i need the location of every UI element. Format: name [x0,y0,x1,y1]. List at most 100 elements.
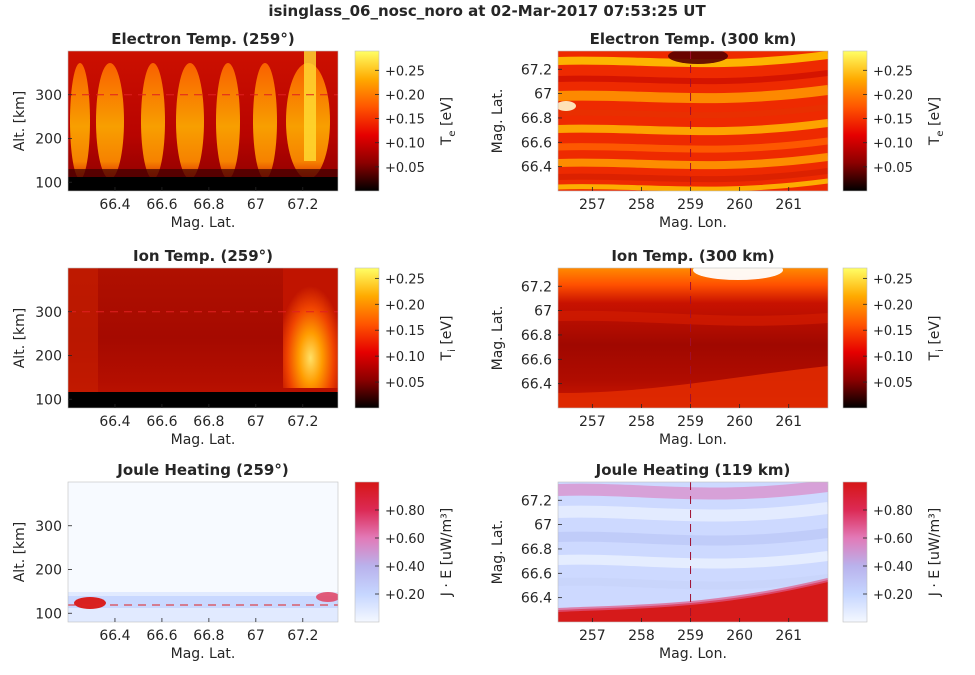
y-tick-label: 100 [35,175,62,191]
x-tick-label: 259 [677,197,704,213]
x-tick-label: 260 [726,628,753,644]
axes-frame [557,50,829,192]
y-tick-label: 67.2 [521,279,552,295]
panel-title: Joule Heating (259°) [116,461,288,479]
colorbar-tick-label: +0.05 [873,161,913,176]
colorbar-label: J · E [uW/m³] [927,508,943,597]
colorbar-tick-label: +0.10 [873,350,913,365]
y-tick-label: 67 [534,518,552,534]
x-tick-label: 257 [579,628,606,644]
x-tick-label: 66.8 [193,628,224,644]
colorbar-tick-label: +0.20 [385,88,425,103]
x-tick-label: 66.8 [193,414,224,430]
x-axis-label: Mag. Lon. [659,432,727,448]
x-tick-label: 67.2 [287,628,318,644]
panel-title: Electron Temp. (300 km) [590,30,797,48]
colorbar-tick-label: +0.20 [385,588,425,603]
y-tick-label: 67 [534,304,552,320]
panel-p2: Electron Temp. (300 km) 257 258 259 260 261 66… [490,30,946,231]
y-tick-label: 200 [35,349,62,365]
y-tick-label: 67 [534,87,552,103]
colorbar-tick-label: +0.20 [385,298,425,313]
y-tick-label: 200 [35,132,62,148]
colorbar-tick-label: +0.25 [873,64,913,79]
x-tick-label: 259 [677,628,704,644]
heatmap-image [68,268,338,408]
colorbar-tick-label: +0.10 [385,137,425,152]
y-tick-label: 200 [35,563,62,579]
y-tick-label: 66.8 [521,328,552,344]
panel-title: Joule Heating (119 km) [595,461,791,479]
x-tick-label: 259 [677,414,704,430]
axes-frame [67,267,339,409]
colorbar-tick-label: +0.20 [873,588,913,603]
panel-p5: Joule Heating (259°) 66.4 66.6 66.8 67 67.2 10… [12,461,455,662]
colorbar-tick-label: +0.15 [873,113,913,128]
panel-p4: Ion Temp. (300 km) 257 258 259 260 261 66.4 66.… [490,247,946,448]
x-tick-label: 261 [775,628,802,644]
colorbar-tick-label: +0.25 [873,272,913,287]
x-tick-label: 66.8 [193,197,224,213]
y-tick-label: 66.6 [521,135,552,151]
colorbar-tick-label: +0.10 [873,137,913,152]
x-axis-label: Mag. Lat. [171,215,236,231]
y-tick-label: 100 [35,606,62,622]
x-tick-label: 261 [775,414,802,430]
x-axis-label: Mag. Lat. [171,646,236,662]
axes-frame [67,50,339,192]
colorbar-tick-label: +0.10 [385,350,425,365]
panel-title: Ion Temp. (259°) [133,247,273,265]
heatmap-image [68,482,338,622]
colorbar-tick-label: +0.05 [873,376,913,391]
x-tick-label: 66.6 [146,628,177,644]
y-tick-label: 67.2 [521,493,552,509]
colorbar-label: J · E [uW/m³] [439,508,455,597]
x-tick-label: 66.4 [99,628,130,644]
y-tick-label: 66.4 [521,160,552,176]
x-tick-label: 260 [726,197,753,213]
colorbar-tick-label: +0.05 [385,161,425,176]
colorbar-tick-label: +0.15 [385,113,425,128]
colorbar-tick-label: +0.80 [873,504,913,519]
x-tick-label: 257 [579,414,606,430]
y-axis-label: Alt. [km] [12,308,28,369]
colorbar-label: Te [eV] [927,97,946,146]
x-tick-label: 66.4 [99,414,130,430]
x-tick-label: 258 [628,628,655,644]
y-tick-label: 300 [35,88,62,104]
colorbar-tick-label: +0.80 [385,504,425,519]
y-tick-label: 100 [35,392,62,408]
x-tick-label: 66.6 [146,197,177,213]
x-tick-label: 67.2 [287,414,318,430]
x-tick-label: 258 [628,414,655,430]
y-tick-label: 66.4 [521,591,552,607]
x-axis-label: Mag. Lon. [659,215,727,231]
colorbar-tick-label: +0.15 [385,324,425,339]
y-tick-label: 67.2 [521,62,552,78]
axes-frame [557,267,829,409]
x-tick-label: 66.6 [146,414,177,430]
x-tick-label: 67 [247,414,265,430]
colorbar-tick-label: +0.40 [873,560,913,575]
colorbar-label: Ti [eV] [927,316,946,362]
x-tick-label: 67 [247,197,265,213]
y-tick-label: 66.8 [521,542,552,558]
colorbar-tick-label: +0.05 [385,376,425,391]
y-tick-label: 66.6 [521,352,552,368]
y-tick-label: 300 [35,305,62,321]
heatmap-image [558,51,828,191]
y-tick-label: 66.6 [521,566,552,582]
colorbar [842,267,868,409]
colorbar [354,267,380,409]
figure-title: isinglass_06_nosc_noro at 02-Mar-2017 07… [268,2,706,20]
y-axis-label: Mag. Lat. [490,89,506,154]
panel-title: Ion Temp. (300 km) [611,247,774,265]
y-tick-label: 300 [35,519,62,535]
x-tick-label: 260 [726,414,753,430]
x-tick-label: 67 [247,628,265,644]
x-tick-label: 67.2 [287,197,318,213]
colorbar-tick-label: +0.20 [873,88,913,103]
x-tick-label: 261 [775,197,802,213]
panel-title: Electron Temp. (259°) [111,30,294,48]
